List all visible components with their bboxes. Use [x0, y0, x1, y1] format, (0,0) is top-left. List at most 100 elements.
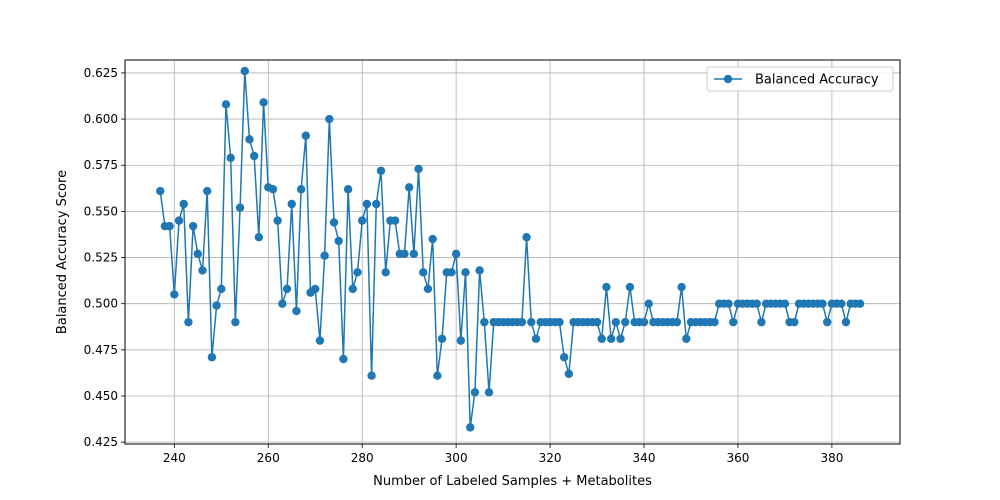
data-point	[531, 334, 541, 343]
data-point	[353, 268, 362, 277]
x-tick-label: 360	[727, 451, 750, 465]
data-point	[522, 233, 531, 242]
data-point	[621, 317, 630, 327]
data-point	[179, 199, 188, 209]
data-point	[677, 282, 686, 292]
data-point	[404, 183, 414, 192]
data-point	[292, 306, 301, 316]
data-point	[433, 371, 442, 380]
data-point	[461, 268, 470, 277]
data-point	[757, 317, 766, 327]
x-tick-label: 240	[163, 451, 186, 465]
data-point	[367, 371, 376, 380]
y-tick-label: 0.525	[84, 251, 118, 265]
data-point	[217, 284, 226, 294]
data-point	[287, 199, 296, 209]
data-point	[480, 317, 489, 327]
y-axis-label: Balanced Accuracy Score	[55, 170, 70, 334]
data-point	[470, 388, 480, 397]
data-point	[381, 268, 390, 277]
data-point	[390, 216, 400, 225]
data-point	[419, 268, 428, 277]
data-point	[559, 353, 569, 362]
data-point	[823, 317, 832, 327]
data-point	[447, 268, 456, 277]
data-point	[221, 100, 231, 109]
data-point	[235, 203, 245, 212]
plot-area-frame	[124, 59, 901, 445]
data-point	[625, 282, 635, 292]
data-point	[517, 317, 527, 327]
data-point	[245, 135, 254, 144]
data-point	[240, 66, 249, 76]
data-point	[311, 284, 320, 294]
data-point	[282, 284, 292, 294]
data-point	[358, 216, 367, 225]
data-point	[174, 216, 184, 225]
data-point	[207, 353, 217, 362]
data-point	[198, 266, 207, 275]
data-point	[334, 236, 343, 246]
data-point	[780, 299, 790, 308]
data-point	[170, 290, 179, 299]
y-tick-label: 0.500	[84, 297, 118, 311]
data-point	[564, 369, 574, 379]
data-point	[203, 186, 212, 196]
data-point	[273, 216, 282, 225]
y-tick-label: 0.625	[84, 66, 118, 80]
x-axis-label: Number of Labeled Samples + Metabolites	[373, 474, 652, 489]
x-tick-label: 340	[633, 451, 656, 465]
y-tick-label: 0.450	[84, 389, 118, 403]
data-point	[188, 221, 198, 231]
data-point	[348, 284, 357, 294]
data-point	[296, 185, 306, 194]
data-point	[414, 164, 423, 174]
data-point	[616, 334, 625, 343]
data-point	[409, 249, 419, 259]
data-point	[611, 317, 621, 327]
data-point	[343, 185, 353, 194]
data-point	[818, 299, 827, 308]
data-point	[555, 317, 564, 327]
x-axis-ticks: 240 260 280 300 320 340 360 380	[163, 444, 843, 465]
data-point	[682, 334, 691, 343]
data-point	[484, 388, 494, 397]
data-point	[249, 151, 259, 161]
data-point	[451, 249, 461, 259]
data-point	[437, 334, 447, 343]
data-point	[527, 317, 536, 327]
data-point	[752, 299, 761, 308]
data-point	[254, 233, 264, 242]
data-point	[193, 249, 202, 259]
data-point	[320, 251, 329, 260]
data-point	[729, 317, 738, 327]
data-point	[315, 336, 325, 345]
data-point	[329, 218, 339, 227]
data-point	[592, 317, 602, 327]
data-point	[606, 334, 616, 343]
data-point	[278, 299, 287, 308]
data-point	[212, 301, 221, 310]
data-point	[165, 221, 174, 231]
data-point	[639, 317, 649, 327]
data-point	[597, 334, 606, 343]
data-point	[362, 199, 372, 209]
data-point	[602, 282, 611, 292]
y-tick-label: 0.475	[84, 343, 118, 357]
data-point	[724, 299, 733, 308]
data-point	[268, 185, 278, 194]
x-tick-label: 300	[445, 451, 468, 465]
y-axis-ticks: 0.425 0.450 0.475 0.500 0.525 0.550 0.575 0.600…	[84, 66, 125, 449]
data-point	[376, 166, 386, 175]
data-point	[841, 317, 851, 327]
grid	[125, 60, 900, 444]
data-point	[231, 317, 240, 327]
legend-label: Balanced Accuracy	[755, 73, 879, 88]
legend: Balanced Accuracy	[706, 66, 894, 92]
data-point	[672, 317, 682, 327]
y-tick-label: 0.600	[84, 112, 118, 126]
y-tick-label: 0.550	[84, 204, 118, 218]
data-point	[644, 299, 653, 308]
x-tick-label: 380	[820, 451, 843, 465]
series-balanced-accuracy	[156, 66, 865, 432]
